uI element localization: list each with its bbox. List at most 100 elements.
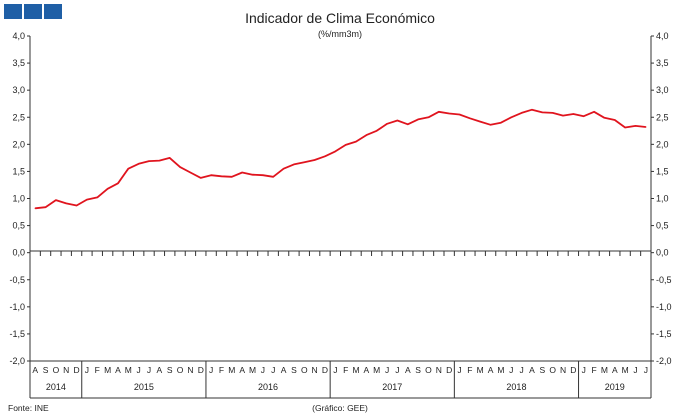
month-label: A — [32, 365, 38, 375]
month-label: N — [187, 365, 193, 375]
data-point — [282, 168, 285, 170]
month-label: D — [570, 365, 576, 375]
data-point — [231, 176, 233, 178]
month-label: J — [582, 365, 586, 375]
y-tick-label: -1,5 — [9, 329, 25, 339]
y-tick-label: 0,0 — [656, 248, 669, 258]
month-label: J — [385, 365, 389, 375]
month-label: N — [560, 365, 566, 375]
month-label: M — [104, 365, 111, 375]
month-label: M — [497, 365, 504, 375]
credit-note: (Gráfico: GEE) — [312, 403, 368, 413]
y-tick-label: -2,0 — [9, 356, 25, 366]
month-label: D — [322, 365, 328, 375]
data-point — [479, 120, 481, 123]
month-label: J — [147, 365, 151, 375]
data-point — [148, 160, 150, 162]
month-label: O — [53, 365, 60, 375]
month-label: A — [488, 365, 494, 375]
y-tick-label: 1,5 — [12, 166, 25, 176]
data-point — [510, 116, 512, 118]
data-point — [634, 125, 637, 127]
y-tick-label: 3,0 — [12, 85, 25, 95]
month-label: J — [271, 365, 275, 375]
data-point — [469, 117, 471, 119]
data-point — [251, 174, 254, 176]
month-label: J — [209, 365, 213, 375]
data-point — [262, 174, 264, 176]
month-label: F — [467, 365, 472, 375]
month-label: J — [261, 365, 265, 375]
y-tick-label: 3,0 — [656, 85, 669, 95]
y-tick-label: -1,0 — [9, 302, 25, 312]
data-point — [324, 155, 326, 157]
data-point — [448, 112, 450, 115]
data-point — [272, 176, 274, 178]
month-label: S — [291, 365, 297, 375]
month-label: A — [115, 365, 121, 375]
data-point — [541, 111, 543, 113]
month-label: J — [333, 365, 337, 375]
y-tick-label: 2,0 — [12, 139, 25, 149]
data-point — [489, 124, 492, 126]
month-label: N — [436, 365, 442, 375]
month-label: J — [85, 365, 89, 375]
data-point — [303, 161, 305, 163]
month-label: A — [157, 365, 163, 375]
y-tick-label: 2,5 — [656, 112, 669, 122]
y-tick-label: -2,0 — [656, 356, 672, 366]
data-point — [314, 159, 316, 161]
y-tick-label: 2,5 — [12, 112, 25, 122]
data-point — [427, 116, 430, 118]
month-label: M — [228, 365, 235, 375]
month-label: S — [415, 365, 421, 375]
data-point — [55, 199, 57, 201]
y-tick-label: 1,0 — [12, 194, 25, 204]
data-point — [438, 111, 440, 113]
data-point — [624, 126, 626, 129]
logo-block — [4, 4, 22, 19]
data-point — [220, 175, 223, 177]
y-tick-label: 2,0 — [656, 139, 669, 149]
month-label: J — [644, 365, 648, 375]
month-label: A — [281, 365, 287, 375]
month-label: M — [352, 365, 359, 375]
y-tick-label: -1,5 — [656, 329, 672, 339]
month-label: J — [395, 365, 399, 375]
month-label: M — [373, 365, 380, 375]
data-point — [365, 134, 367, 136]
data-point — [614, 119, 616, 121]
y-tick-label: 0,5 — [12, 221, 25, 231]
month-label: S — [43, 365, 49, 375]
year-label: 2018 — [506, 382, 526, 392]
series-line-path — [35, 108, 646, 210]
data-point — [200, 177, 202, 179]
data-point — [500, 122, 502, 124]
y-axis-left-ticks: 4,0 3,5 3,0 2,5 2,0 1,5 1,0 0,5 0,0 -0,5 -1,0 -1,5 -… — [9, 31, 30, 366]
year-label: 2014 — [46, 382, 66, 392]
y-tick-label: -0,5 — [9, 275, 25, 285]
month-label: J — [633, 365, 637, 375]
month-label: O — [549, 365, 556, 375]
axes — [29, 36, 652, 399]
data-point — [458, 113, 461, 116]
data-point — [417, 118, 419, 121]
y-tick-label: 1,5 — [656, 166, 669, 176]
y-tick-label: -1,0 — [656, 302, 672, 312]
year-label: 2016 — [258, 382, 278, 392]
month-label: F — [591, 365, 596, 375]
data-point — [603, 117, 606, 119]
month-label: M — [622, 365, 629, 375]
data-point — [44, 206, 47, 208]
month-label: O — [301, 365, 308, 375]
month-label: F — [95, 365, 100, 375]
data-point — [407, 123, 409, 125]
y-tick-label: 4,0 — [656, 31, 669, 41]
data-point — [645, 126, 647, 128]
publisher-logo — [4, 4, 62, 19]
month-label: D — [198, 365, 204, 375]
data-point — [127, 168, 129, 170]
month-label: N — [312, 365, 318, 375]
